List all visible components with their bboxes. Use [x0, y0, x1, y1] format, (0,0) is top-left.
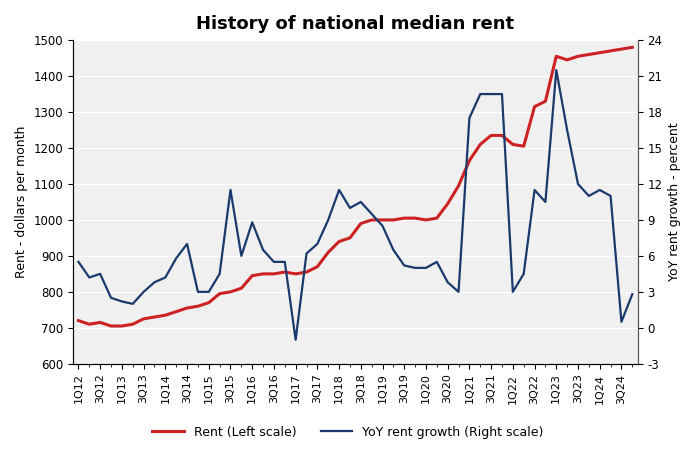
- YoY rent growth (Right scale): [292, 337, 300, 342]
- YoY rent growth (Right scale): [443, 279, 452, 285]
- Line: YoY rent growth (Right scale): YoY rent growth (Right scale): [79, 70, 632, 340]
- Y-axis label: YoY rent growth - percent: YoY rent growth - percent: [668, 123, 681, 281]
- Rent (Left scale): [346, 235, 354, 241]
- YoY rent growth (Right scale): [346, 205, 354, 211]
- Rent (Left scale): [443, 201, 452, 207]
- YoY rent growth (Right scale): [628, 292, 636, 297]
- YoY rent growth (Right scale): [379, 223, 387, 229]
- Legend: Rent (Left scale), YoY rent growth (Right scale): Rent (Left scale), YoY rent growth (Righ…: [148, 421, 548, 444]
- Line: Rent (Left scale): Rent (Left scale): [79, 47, 632, 326]
- Rent (Left scale): [628, 45, 636, 50]
- Rent (Left scale): [280, 270, 289, 275]
- YoY rent growth (Right scale): [270, 259, 278, 265]
- Rent (Left scale): [74, 318, 83, 323]
- Rent (Left scale): [422, 217, 430, 223]
- Rent (Left scale): [596, 50, 604, 55]
- YoY rent growth (Right scale): [118, 299, 126, 304]
- Title: History of national median rent: History of national median rent: [196, 15, 514, 33]
- YoY rent growth (Right scale): [422, 265, 430, 270]
- Y-axis label: Rent - dollars per month: Rent - dollars per month: [15, 126, 28, 278]
- YoY rent growth (Right scale): [552, 68, 560, 73]
- YoY rent growth (Right scale): [74, 259, 83, 265]
- Rent (Left scale): [129, 321, 137, 327]
- Rent (Left scale): [107, 323, 116, 328]
